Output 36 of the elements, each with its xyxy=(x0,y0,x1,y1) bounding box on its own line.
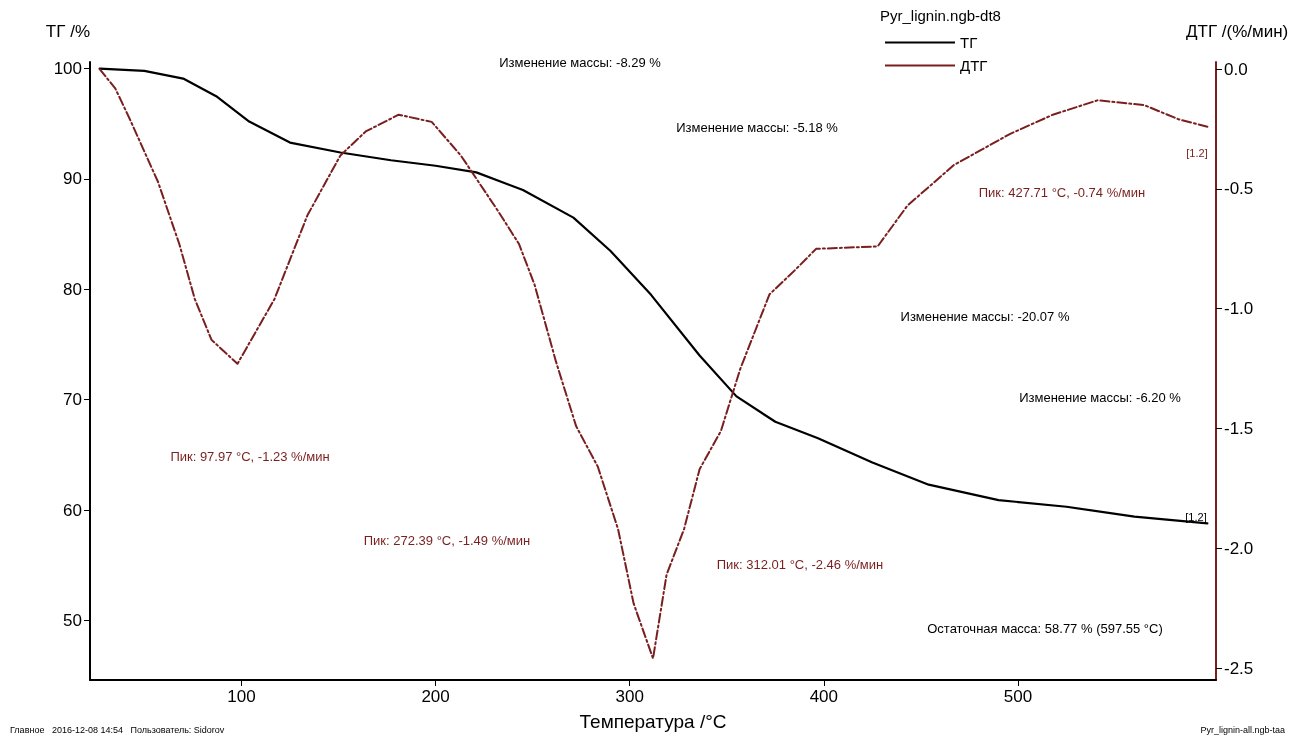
annotation: Изменение массы: -5.18 % xyxy=(676,119,839,135)
x-tick-label: 400 xyxy=(809,687,839,706)
y-tick-label: 70 xyxy=(63,390,82,410)
text: Главное 2016-12-08 14:54 Пользователь: Sidorov xyxy=(10,725,225,735)
annotation: Пик: 97.97 °C, -1.23 %/мин xyxy=(170,448,330,464)
legend-label: ТГ xyxy=(960,34,978,51)
annotation: Пик: 272.39 °C, -1.49 %/мин xyxy=(363,532,531,548)
x-axis-title: Температура /°C xyxy=(579,711,727,732)
annotation: Пик: 312.01 °C, -2.46 %/мин xyxy=(716,556,884,572)
y2-tick-label: 0.0 xyxy=(1224,59,1248,79)
y2-axis-title: ДТГ /(%/мин) xyxy=(1186,22,1289,41)
y2-tick-label: -0.5 xyxy=(1224,179,1254,199)
y-tick-label: 100 xyxy=(53,59,82,79)
y-tick-label: 60 xyxy=(63,500,82,520)
y2-tick-label: -2.5 xyxy=(1224,658,1254,678)
x-tick-label: 300 xyxy=(615,687,644,706)
y-tick-label: 80 xyxy=(63,279,82,299)
annotation: Остаточная масса: 58.77 % (597.55 °C) xyxy=(927,620,1163,636)
y-tick-label: 90 xyxy=(63,169,82,189)
x-tick-label: 500 xyxy=(1003,687,1033,706)
text: Pyr_lignin-all.ngb-taa xyxy=(1200,725,1285,735)
y-tick-label: 50 xyxy=(63,610,82,630)
y2-tick-label: -1.5 xyxy=(1224,418,1254,438)
annotation: Изменение массы: -6.20 % xyxy=(1019,389,1182,405)
legend-title: Pyr_lignin.ngb-dt8 xyxy=(880,7,1001,24)
annotation: Пик: 427.71 °C, -0.74 %/мин xyxy=(978,184,1146,200)
annotation: Изменение массы: -20.07 % xyxy=(900,308,1070,324)
y2-tick-label: -2.0 xyxy=(1224,538,1254,558)
y2-tick-label: -1.0 xyxy=(1224,299,1254,319)
annotation: Изменение массы: -8.29 % xyxy=(499,54,662,70)
x-tick-label: 100 xyxy=(227,687,256,706)
annotation: [1.2] xyxy=(1185,511,1207,523)
y-axis-title: ТГ /% xyxy=(45,22,90,41)
x-tick-label: 200 xyxy=(421,687,450,706)
legend-label: ДТГ xyxy=(960,57,988,74)
annotation: [1.2] xyxy=(1186,147,1208,159)
